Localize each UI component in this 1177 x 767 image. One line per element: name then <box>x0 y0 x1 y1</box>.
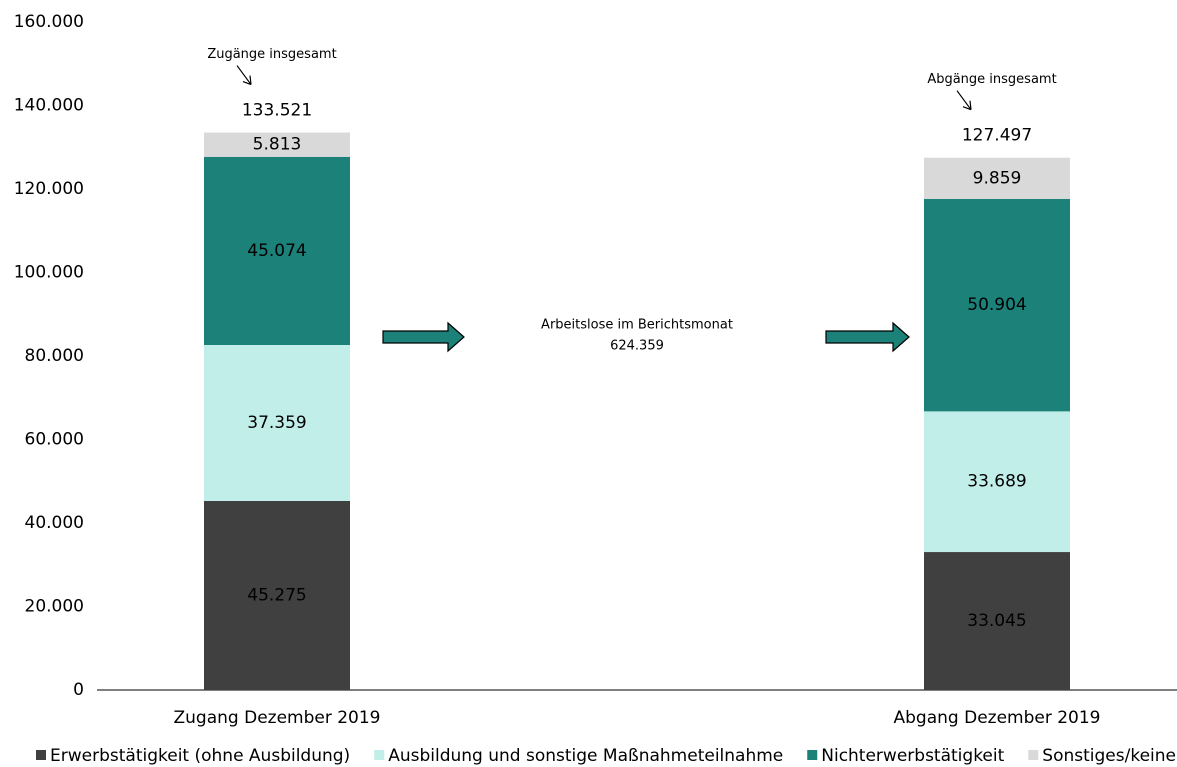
middle-annotation: 624.359 <box>610 339 664 354</box>
y-tick-label: 60.000 <box>25 430 84 450</box>
y-tick-label: 160.000 <box>14 12 84 32</box>
y-tick-label: 80.000 <box>25 346 84 366</box>
y-tick-label: 40.000 <box>25 513 84 533</box>
bar-segment <box>924 411 1070 553</box>
data-label: 9.859 <box>973 168 1022 188</box>
callout: Abgänge insgesamt <box>927 72 1056 87</box>
total-label: 133.521 <box>242 101 312 121</box>
data-label: 33.045 <box>967 611 1026 631</box>
bar-segment <box>924 552 1070 690</box>
bar-segment <box>204 500 350 690</box>
legend-label: Ausbildung und sonstige Maßnahmeteilnahm… <box>388 746 783 766</box>
bar-segment <box>924 198 1070 412</box>
y-tick-label: 0 <box>73 680 84 700</box>
data-label: 50.904 <box>967 295 1026 315</box>
data-label: 33.689 <box>967 472 1026 492</box>
x-tick-label: Abgang Dezember 2019 <box>894 708 1101 728</box>
legend-swatch <box>807 750 818 760</box>
middle-annotation: Arbeitslose im Berichtsmonat <box>541 318 733 333</box>
legend-swatch <box>1028 750 1039 760</box>
y-tick-label: 120.000 <box>14 179 84 199</box>
bar-segment <box>204 156 350 346</box>
flow-arrow <box>382 321 910 353</box>
bar-segment <box>924 157 1070 199</box>
data-label: 37.359 <box>247 413 306 433</box>
legend-label: Nichterwerbstätigkeit <box>821 746 1004 766</box>
bar-segment <box>204 345 350 501</box>
y-tick-label: 140.000 <box>14 96 84 116</box>
legend-swatch <box>36 750 46 760</box>
callout: Zugänge insgesamt <box>207 47 336 62</box>
y-tick-label: 20.000 <box>25 597 84 617</box>
x-tick-label: Zugang Dezember 2019 <box>174 708 381 728</box>
legend-label: Erwerbstätigkeit (ohne Ausbildung) <box>50 746 350 766</box>
data-label: 45.074 <box>247 241 306 261</box>
data-label: 45.275 <box>247 585 306 605</box>
legend-swatch <box>374 750 385 760</box>
y-tick-label: 100.000 <box>14 263 84 283</box>
callout-arrow <box>956 90 972 111</box>
legend-label: Sonstiges/keine Angabe <box>1042 746 1177 766</box>
bar-segment <box>204 132 350 157</box>
total-label: 127.497 <box>962 126 1032 146</box>
data-label: 5.813 <box>253 135 302 155</box>
callout-arrow <box>236 65 252 86</box>
